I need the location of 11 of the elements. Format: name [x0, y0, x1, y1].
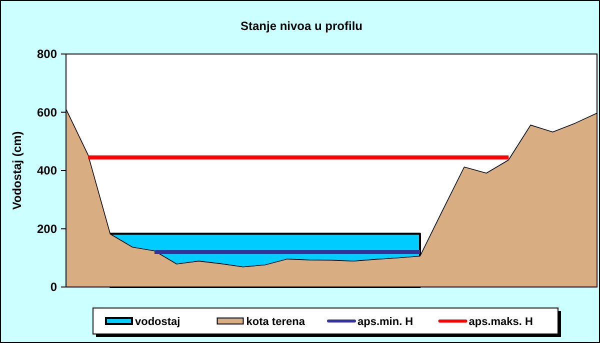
chart-title: Stanje nivoa u profilu [240, 19, 363, 33]
legend-label: vodostaj [135, 316, 180, 328]
legend-label: aps.maks. H [468, 316, 534, 328]
y-tick-label: 200 [36, 222, 58, 236]
legend-label: kota terena [246, 316, 306, 328]
legend-label: aps.min. H [358, 316, 414, 328]
y-tick-label: 0 [50, 280, 58, 294]
y-tick-label: 400 [36, 164, 58, 178]
y-tick-label: 600 [36, 105, 58, 120]
y-tick-label: 800 [36, 47, 58, 62]
y-axis-title: Vodostaj (cm) [10, 131, 24, 210]
